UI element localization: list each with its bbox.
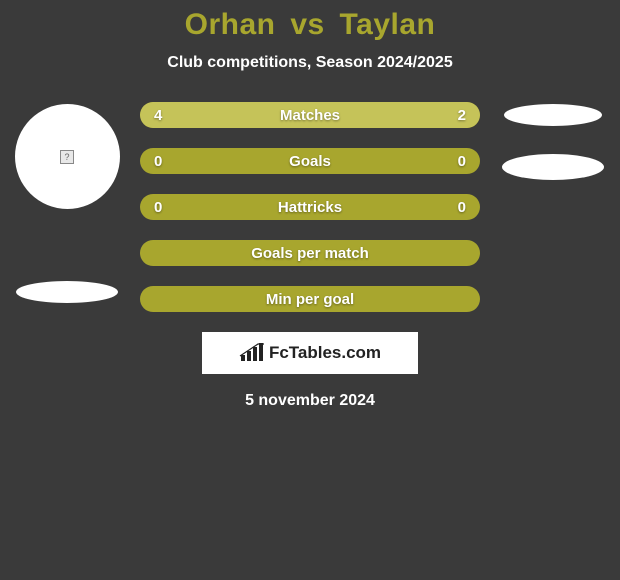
main-row: ? Matches42Goals00Hattricks00Goals per m… (0, 102, 620, 312)
right-column (498, 102, 608, 180)
left-column: ? (12, 102, 122, 303)
branding-text: FcTables.com (269, 343, 381, 363)
player2-ellipse-top (504, 104, 602, 126)
player1-name: Orhan (185, 8, 276, 41)
image-placeholder-icon: ? (60, 150, 74, 164)
stat-bar: Goals0 0 (140, 148, 480, 174)
stat-bar: Min per goal (140, 286, 480, 312)
player1-shadow-ellipse (16, 281, 118, 303)
stat-value-left: 0 (154, 148, 162, 174)
page-title: Orhan vs Taylan (0, 8, 620, 42)
stat-bar: Hattricks0 0 (140, 194, 480, 220)
bar-chart-icon (239, 343, 265, 363)
stat-value-right: 0 (458, 194, 466, 220)
stat-value-right: 0 (458, 148, 466, 174)
branding-badge: FcTables.com (202, 332, 418, 374)
stat-label: Hattricks (140, 194, 480, 220)
stats-bars: Matches42Goals00Hattricks00Goals per mat… (140, 102, 480, 312)
date-label: 5 november 2024 (0, 392, 620, 410)
stat-label: Matches (140, 102, 480, 128)
player2-ellipse-bottom (502, 154, 604, 180)
stat-bar: Goals per match (140, 240, 480, 266)
stat-bar: Matches4 2 (140, 102, 480, 128)
stat-value-left: 4 (154, 102, 162, 128)
infographic-container: Orhan vs Taylan Club competitions, Seaso… (0, 0, 620, 410)
player2-name: Taylan (340, 8, 436, 41)
stat-label: Goals per match (140, 240, 480, 266)
vs-separator: vs (290, 8, 324, 41)
stat-value-right: 2 (458, 102, 466, 128)
subtitle: Club competitions, Season 2024/2025 (0, 54, 620, 72)
player1-avatar: ? (15, 104, 120, 209)
stat-label: Goals (140, 148, 480, 174)
stat-label: Min per goal (140, 286, 480, 312)
stat-value-left: 0 (154, 194, 162, 220)
